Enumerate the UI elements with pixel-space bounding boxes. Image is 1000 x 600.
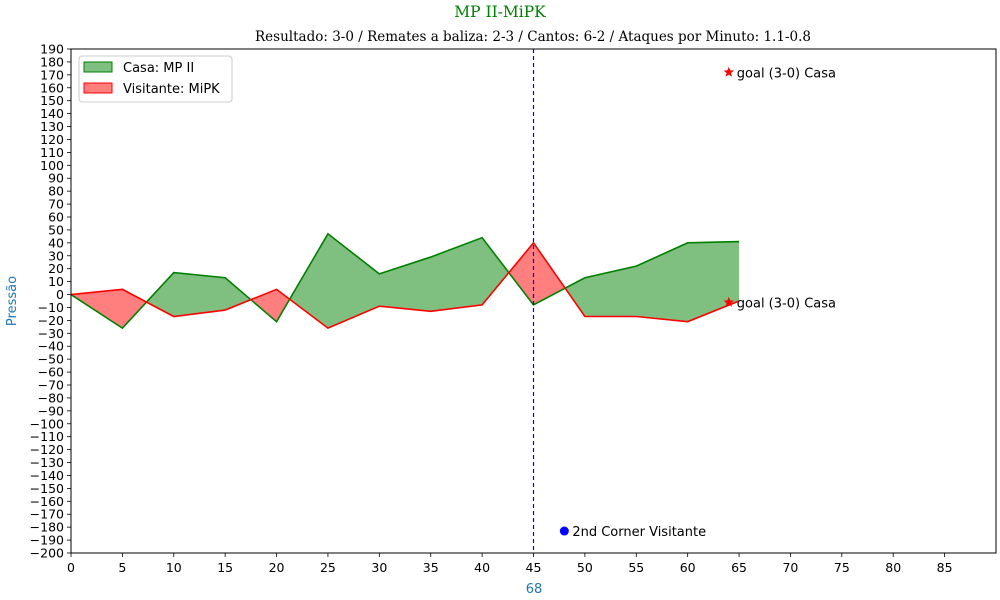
y-tick-label: −20 — [38, 313, 64, 328]
y-tick-label: −140 — [30, 468, 64, 483]
x-axis-ticks: 0 5 10 15 20 25 30 35 40 45 50 55 60 65 70 75 80 85 — [67, 553, 953, 575]
x-tick-label: 65 — [731, 560, 747, 575]
y-tick-label: −80 — [38, 390, 64, 405]
y-tick-label: 30 — [48, 248, 64, 263]
away-series-line — [70, 241, 740, 330]
y-tick-label: 40 — [48, 235, 64, 250]
y-tick-label: 80 — [48, 184, 64, 199]
annotation-label: 2nd Corner Visitante — [572, 525, 706, 540]
y-tick-label: −30 — [38, 326, 64, 341]
y-tick-label: −200 — [30, 546, 64, 561]
y-tick-label: 150 — [40, 93, 64, 108]
y-axis-label: Pressão — [5, 276, 20, 326]
x-axis-label: 68 — [526, 582, 543, 597]
home-dominance-area — [565, 241, 740, 322]
y-tick-label: 160 — [40, 80, 64, 95]
y-tick-label: −190 — [30, 533, 64, 548]
chart-subtitle: Resultado: 3-0 / Remates a baliza: 2-3 /… — [255, 29, 811, 45]
x-tick-label: 60 — [680, 560, 696, 575]
y-tick-label: −90 — [38, 403, 64, 418]
x-tick-label: 40 — [474, 560, 490, 575]
legend-swatch-home — [83, 61, 113, 73]
goal-star-marker — [723, 66, 735, 77]
x-tick-label: 75 — [834, 560, 850, 575]
annotation-label: goal (3-0) Casa — [737, 66, 836, 81]
y-tick-label: 70 — [48, 197, 64, 212]
x-tick-label: 5 — [118, 560, 126, 575]
annotation-label: goal (3-0) Casa — [737, 296, 836, 311]
y-tick-label: 120 — [40, 132, 64, 147]
annotations: goal (3-0) Casa goal (3-0) Casa 2nd Corner… — [559, 66, 836, 540]
x-tick-label: 80 — [885, 560, 901, 575]
x-tick-label: 10 — [166, 560, 182, 575]
y-tick-label: 50 — [48, 222, 64, 237]
chart-title: MP II-MiPK — [454, 3, 546, 21]
y-tick-label: −120 — [30, 442, 64, 457]
y-tick-label: 130 — [40, 119, 64, 134]
y-tick-label: 60 — [48, 210, 64, 225]
x-tick-label: 55 — [628, 560, 644, 575]
y-tick-label: −110 — [30, 429, 64, 444]
home-series-line — [70, 232, 740, 330]
y-tick-label: 140 — [40, 106, 64, 121]
legend-label-home: Casa: MP II — [123, 61, 194, 76]
x-tick-label: 70 — [782, 560, 798, 575]
series-lines — [70, 232, 740, 330]
y-tick-label: −180 — [30, 520, 64, 535]
x-tick-label: 35 — [423, 560, 439, 575]
x-tick-label: 45 — [526, 560, 542, 575]
y-tick-label: 190 — [40, 42, 64, 57]
y-tick-label: 100 — [40, 158, 64, 173]
y-tick-label: −10 — [38, 300, 64, 315]
series-areas — [71, 233, 740, 329]
y-tick-label: −100 — [30, 416, 64, 431]
away-dominance-area — [71, 289, 147, 329]
y-tick-label: −170 — [30, 507, 64, 522]
y-tick-label: −130 — [30, 455, 64, 470]
y-tick-label: −60 — [38, 365, 64, 380]
y-tick-label: 180 — [40, 54, 64, 69]
legend-swatch-away — [83, 82, 113, 94]
corner-dot-marker — [559, 526, 569, 536]
x-tick-label: 25 — [320, 560, 336, 575]
goal-star-marker — [723, 296, 735, 307]
y-tick-label: −40 — [38, 339, 64, 354]
x-tick-label: 50 — [577, 560, 593, 575]
y-axis-ticks: −200−190−180−170−160−150−140−130−120−110… — [30, 42, 71, 561]
legend-label-away: Visitante: MiPK — [123, 82, 220, 97]
y-tick-label: −50 — [38, 352, 64, 367]
y-tick-label: 10 — [48, 274, 64, 289]
x-tick-label: 30 — [371, 560, 387, 575]
y-tick-label: 90 — [48, 171, 64, 186]
home-dominance-area — [289, 233, 509, 329]
x-tick-label: 20 — [269, 560, 285, 575]
y-tick-label: 170 — [40, 67, 64, 82]
legend: Casa: MP II Visitante: MiPK — [78, 55, 233, 103]
y-tick-label: 110 — [40, 145, 64, 160]
x-tick-label: 15 — [217, 560, 233, 575]
home-dominance-area — [146, 272, 251, 317]
x-tick-label: 0 — [67, 560, 75, 575]
y-tick-label: −150 — [30, 481, 64, 496]
x-tick-label: 85 — [937, 560, 953, 575]
y-tick-label: −160 — [30, 494, 64, 509]
y-tick-label: 20 — [48, 261, 64, 276]
y-tick-label: 0 — [56, 287, 64, 302]
away-dominance-area — [508, 242, 566, 305]
y-tick-label: −70 — [38, 378, 64, 393]
away-dominance-area — [250, 289, 290, 322]
